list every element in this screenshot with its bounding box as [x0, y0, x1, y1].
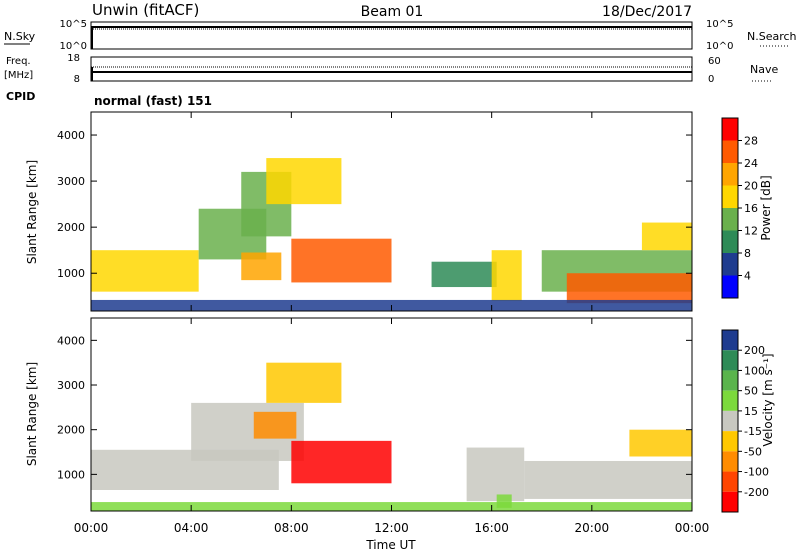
power-colorbar-label: Power [dB] [759, 175, 773, 240]
power-colorbar: 28 24 20 16 12 8 4 [721, 117, 758, 299]
time-tick-label-4: 16:00 [474, 521, 509, 535]
power-y-tick-label-3: 1000 [57, 267, 85, 280]
power-y-tick-label-2: 2000 [57, 221, 85, 234]
time-tick-label-0: 00:00 [74, 521, 109, 535]
velocity-region-5 [466, 447, 525, 502]
power-colorbar-swatch-7 [722, 275, 738, 298]
power-colorbar-swatch-1 [722, 140, 738, 163]
velocity-panel-frame [90, 317, 693, 512]
velocity-colorbar-swatch-2 [722, 370, 738, 391]
time-axis-label: Time UT [365, 538, 416, 552]
power-region-9 [566, 273, 692, 304]
velocity-colorbar-swatch-7 [722, 471, 738, 492]
power-y-axis-label: Slant Range [km] [25, 160, 39, 264]
frequency-left-tick-bottom: 8 [74, 74, 80, 85]
power-colorbar-tick-label-6: 4 [744, 270, 751, 283]
nave-right-tick-top: 60 [708, 56, 721, 67]
cpid-value: normal (fast) 151 [94, 94, 212, 108]
power-region-5 [291, 238, 392, 283]
power-region-0 [91, 250, 199, 292]
frequency-label-line1: Freq. [6, 56, 31, 67]
velocity-y-tick-label-1: 3000 [57, 379, 85, 392]
velocity-colorbar-tick-label-0: 200 [744, 344, 765, 357]
station-title: Unwin (fitACF) [92, 1, 199, 19]
power-region-7 [491, 250, 522, 301]
power-y-tick-label-1: 3000 [57, 175, 85, 188]
velocity-colorbar-tick-label-7: -200 [744, 486, 769, 499]
power-region-3 [266, 158, 342, 205]
velocity-colorbar-swatch-4 [722, 410, 738, 432]
velocity-colorbar-swatch-0 [722, 330, 738, 351]
time-tick-label-6: 00:00 [675, 521, 710, 535]
frequency-left-tick-top: 18 [67, 53, 80, 64]
power-colorbar-swatch-5 [722, 230, 738, 253]
noise-left-tick-bottom: 10^0 [60, 41, 87, 52]
power-colorbar-tick-label-1: 24 [744, 157, 758, 170]
velocity-colorbar-frame [721, 329, 739, 513]
cpid-label: CPID [6, 90, 35, 103]
velocity-colorbar-tick-label-5: -50 [744, 445, 762, 458]
velocity-region-4 [291, 440, 392, 484]
nave-right-tick-bottom: 0 [708, 74, 714, 85]
velocity-panel: 4000 3000 2000 1000 Slant Range [km] 200 100… [25, 317, 775, 552]
power-region-4 [241, 252, 282, 281]
velocity-y-tick-label-0: 4000 [57, 334, 85, 347]
power-colorbar-swatch-3 [722, 185, 738, 208]
power-colorbar-swatch-2 [722, 163, 738, 186]
noise-right-tick-top: 10^5 [706, 19, 733, 30]
velocity-colorbar-tick-label-3: 15 [744, 405, 758, 418]
velocity-colorbar-swatch-8 [722, 491, 738, 512]
power-y-axis-ticks: 4000 3000 2000 1000 [57, 129, 692, 280]
power-region-6 [431, 261, 497, 288]
velocity-colorbar-swatch-5 [722, 431, 738, 452]
power-colorbar-swatch-0 [722, 118, 738, 141]
velocity-y-tick-label-2: 2000 [57, 424, 85, 437]
velocity-y-axis-label: Slant Range [km] [25, 362, 39, 466]
velocity-colorbar-tick-label-2: 50 [744, 385, 758, 398]
velocity-colorbar-swatch-6 [722, 451, 738, 472]
velocity-colorbar-tick-label-1: 100 [744, 364, 765, 377]
noise-sky-label: N.Sky [4, 30, 36, 43]
power-panel-frame [90, 111, 693, 312]
power-colorbar-swatch-6 [722, 253, 738, 276]
noise-left-tick-top: 10^5 [60, 19, 87, 30]
power-colorbar-tick-label-4: 12 [744, 225, 758, 238]
time-tick-label-3: 12:00 [374, 521, 409, 535]
noise-panel: N.Sky 10^5 10^0 10^5 10^0 N.Search [4, 19, 797, 52]
velocity-region-8 [629, 429, 692, 457]
frequency-panel: Freq. [MHz] 18 8 60 0 Nave [4, 53, 778, 85]
frequency-panel-frame [90, 56, 693, 82]
velocity-y-axis-ticks: 4000 3000 2000 1000 [57, 334, 692, 481]
velocity-region-2 [253, 411, 297, 439]
power-colorbar-tick-label-0: 28 [744, 135, 758, 148]
power-panel: 4000 3000 2000 1000 Slant Range [km] 28 24 20… [25, 111, 773, 312]
time-tick-label-1: 04:00 [174, 521, 209, 535]
time-axis-tick-labels: 00:00 04:00 08:00 12:00 16:00 20:00 00:00 [74, 521, 710, 535]
time-tick-label-2: 08:00 [274, 521, 309, 535]
power-colorbar-tick-label-3: 16 [744, 202, 758, 215]
velocity-y-tick-label-3: 1000 [57, 468, 85, 481]
nave-label: Nave [750, 63, 778, 76]
velocity-colorbar-label: Velocity [m s⁻¹] [761, 353, 775, 446]
velocity-region-7 [524, 460, 692, 499]
velocity-colorbar-tick-label-6: -100 [744, 466, 769, 479]
power-y-tick-label-0: 4000 [57, 129, 85, 142]
velocity-colorbar-tick-label-4: -15 [744, 425, 762, 438]
velocity-region-3 [266, 362, 342, 403]
velocity-colorbar: 200 100 50 15 -15 -50 -100 -200 [721, 329, 769, 513]
frequency-label-line2: [MHz] [4, 70, 33, 81]
power-region-10 [641, 222, 692, 251]
noise-right-tick-bottom: 10^0 [706, 41, 733, 52]
power-colorbar-swatch-4 [722, 208, 738, 231]
noise-search-label: N.Search [747, 30, 797, 43]
date-title: 18/Dec/2017 [602, 4, 692, 20]
velocity-colorbar-swatch-1 [722, 350, 738, 371]
power-colorbar-tick-label-2: 20 [744, 180, 758, 193]
power-colorbar-tick-label-5: 8 [744, 247, 751, 260]
velocity-colorbar-swatch-3 [722, 390, 738, 411]
time-tick-label-5: 20:00 [575, 521, 610, 535]
beam-title: Beam 01 [361, 4, 424, 20]
